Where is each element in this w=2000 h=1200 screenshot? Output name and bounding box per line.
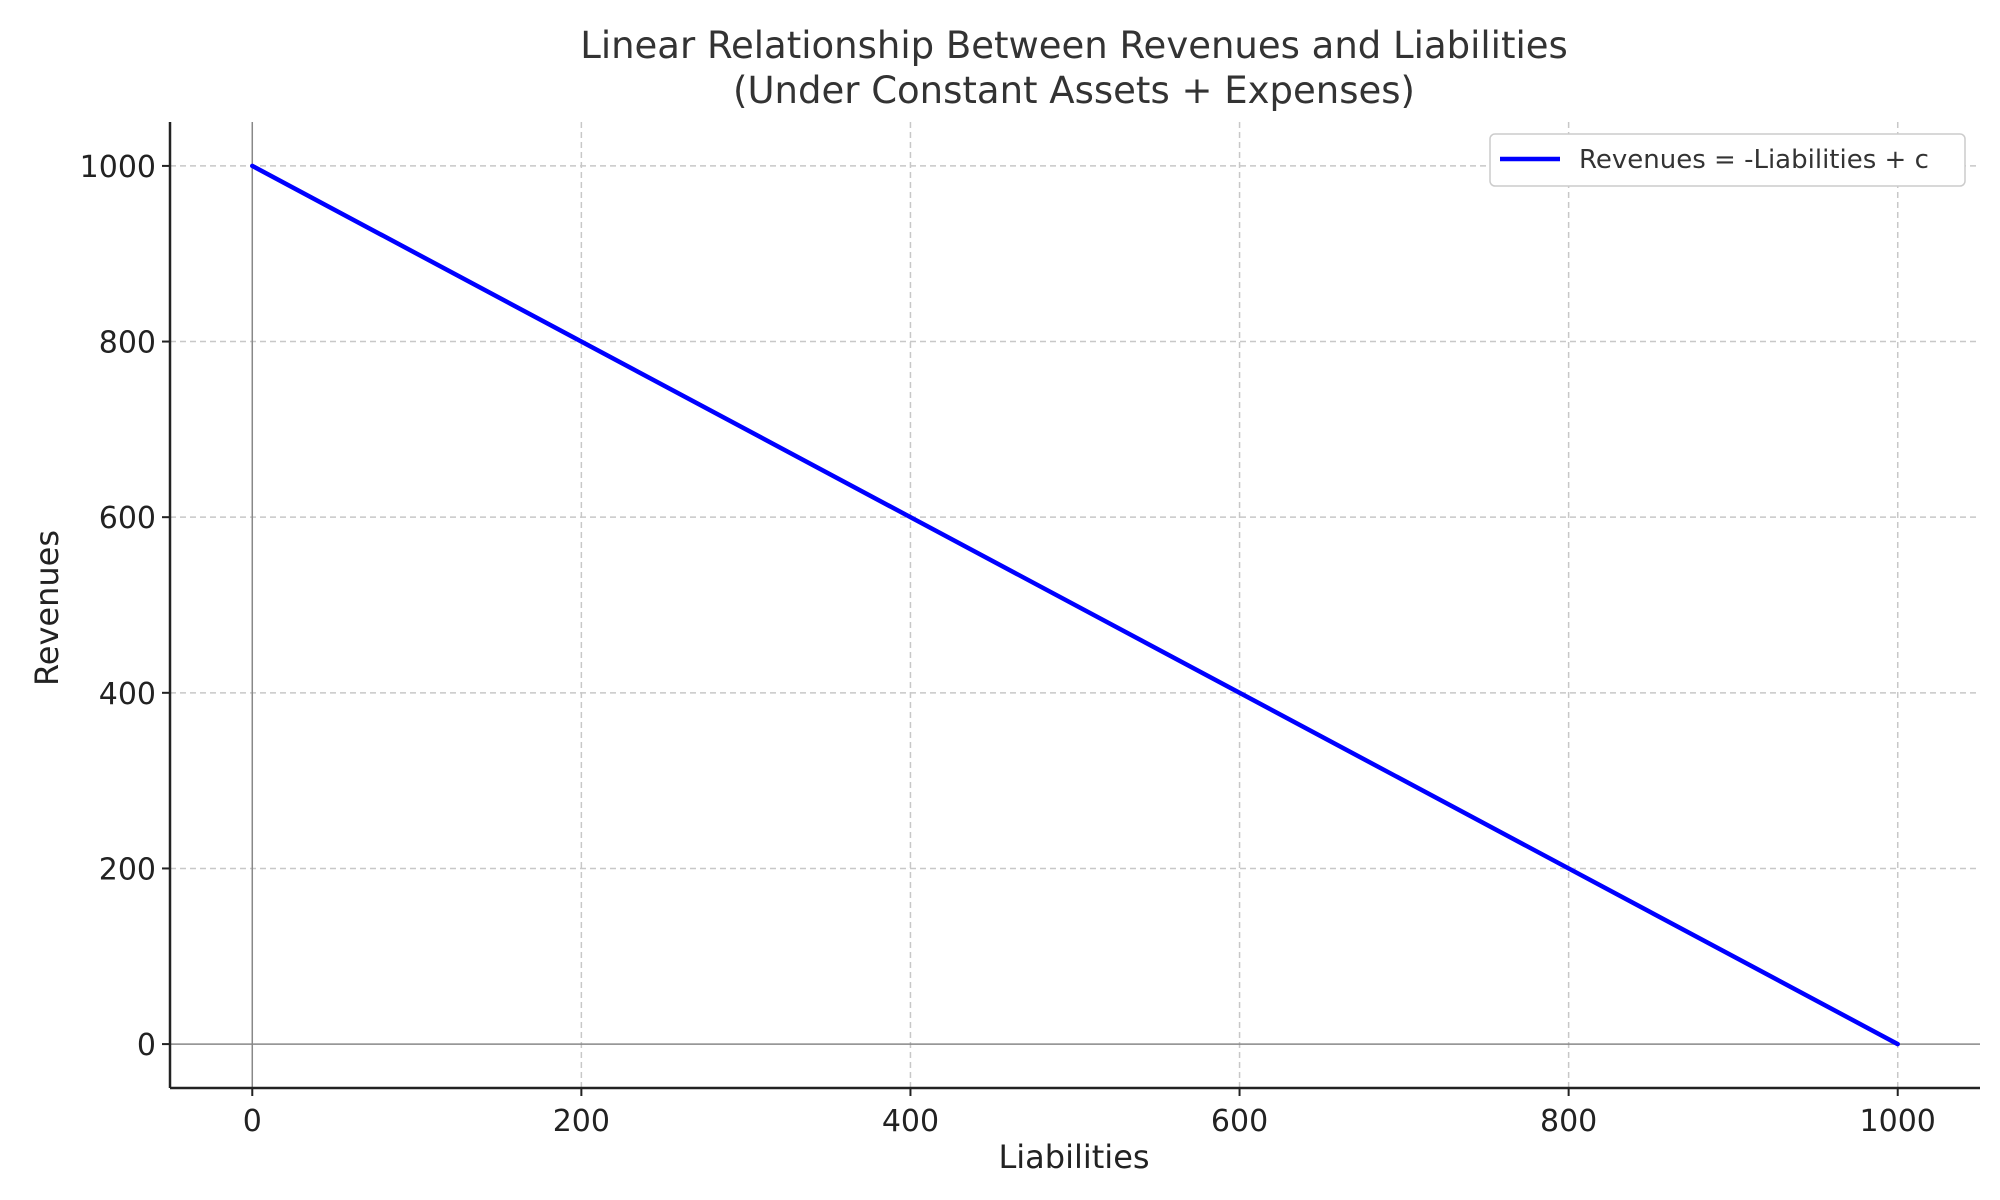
x-tick-label: 400 — [882, 1104, 939, 1139]
legend-box — [1489, 133, 1966, 187]
y-tick-label: 600 — [99, 501, 156, 536]
x-tick-label: 1000 — [1860, 1104, 1936, 1139]
y-tick-label: 200 — [99, 852, 156, 887]
y-tick-label: 800 — [99, 326, 156, 361]
y-ticks: 0 200 400 600 800 1000 — [80, 150, 170, 1063]
legend-label: Revenues = -Liabilities + c — [1579, 145, 1929, 175]
series-lines — [250, 163, 1900, 1047]
x-tick-label: 800 — [1540, 1104, 1597, 1139]
legend: Revenues = -Liabilities + c — [1489, 133, 1966, 187]
y-tick-label: 1000 — [80, 150, 156, 185]
series-line — [250, 163, 1900, 1047]
x-tick-label: 0 — [243, 1104, 262, 1139]
y-tick-label: 400 — [99, 677, 156, 712]
chart-title: Linear Relationship Between Revenues and… — [580, 24, 1568, 67]
y-axis-label: Revenues — [28, 530, 66, 686]
x-axis-label: Liabilities — [998, 1138, 1149, 1176]
x-tick-label: 600 — [1211, 1104, 1268, 1139]
chart-subtitle: (Under Constant Assets + Expenses) — [733, 69, 1415, 112]
y-tick-label: 0 — [137, 1028, 156, 1063]
zero-lines — [170, 122, 1980, 1088]
x-tick-label: 200 — [553, 1104, 610, 1139]
x-ticks: 0 200 400 600 800 1000 — [243, 1088, 1936, 1139]
grid-lines — [170, 122, 1980, 1088]
